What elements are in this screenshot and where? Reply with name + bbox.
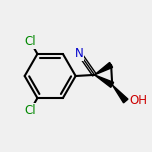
Text: OH: OH [130, 95, 148, 107]
Polygon shape [112, 85, 128, 103]
Text: Cl: Cl [24, 35, 36, 48]
Polygon shape [95, 62, 113, 75]
Text: N: N [75, 47, 84, 60]
Text: Cl: Cl [24, 104, 36, 117]
Polygon shape [95, 75, 114, 87]
